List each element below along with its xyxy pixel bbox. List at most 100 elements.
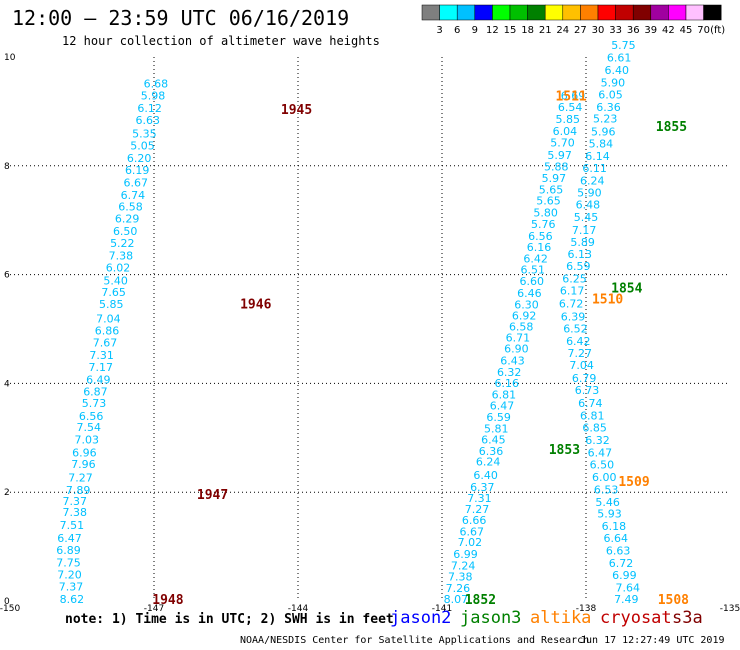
- color-legend: 3 6 9 12 15 18 21 24 27 30 33 36 39 42 45 70 (ft): [421, 4, 725, 36]
- wave-height-point: 6.90: [504, 343, 529, 356]
- wave-height-point: 6.20: [127, 152, 152, 165]
- wave-height-point: 5.90: [577, 186, 602, 199]
- legend-swatch: [650, 4, 669, 21]
- wave-height-point: 6.00: [592, 471, 617, 484]
- wave-height-point: 7.27: [568, 347, 593, 360]
- pass-time-label: 1509: [618, 475, 649, 490]
- wave-height-point: 6.36: [479, 445, 504, 458]
- wave-height-point: 6.81: [492, 388, 517, 401]
- wave-height-point: 5.76: [531, 218, 556, 231]
- y-tick-label: 6: [4, 271, 10, 281]
- wave-height-point: 6.58: [118, 201, 143, 214]
- wave-height-point: 6.02: [106, 262, 131, 275]
- wave-height-point: 5.73: [82, 397, 107, 410]
- legend-swatch: [509, 4, 528, 21]
- wave-height-point: 6.63: [136, 114, 161, 127]
- chart-title: 12:00 – 23:59 UTC 06/16/2019: [12, 6, 350, 30]
- wave-height-point: 6.59: [566, 260, 591, 273]
- wave-height-point: 6.51: [520, 264, 545, 277]
- wave-height-point: 6.19: [125, 164, 150, 177]
- wave-height-point: 6.64: [604, 532, 629, 545]
- legend-swatch: [685, 4, 704, 21]
- wave-height-point: 6.72: [559, 297, 584, 310]
- pass-time-label: 1948: [152, 593, 183, 608]
- wave-height-point: 5.80: [533, 207, 558, 220]
- wave-height-point: 7.38: [109, 250, 134, 263]
- legend-label: 24: [556, 25, 569, 36]
- wave-height-point: 7.20: [57, 568, 82, 581]
- legend-swatch: [615, 4, 634, 21]
- wave-height-point: 5.97: [547, 149, 572, 162]
- legend-label: 39: [644, 25, 657, 36]
- wave-height-point: 6.29: [115, 213, 140, 226]
- wave-height-point: 6.69: [561, 90, 586, 103]
- satellite-label: cryosat: [600, 608, 672, 628]
- wave-height-point: 7.24: [451, 560, 476, 573]
- generated-timestamp: Jun 17 12:27:49 UTC 2019: [580, 635, 725, 646]
- wave-height-point: 7.04: [96, 313, 121, 326]
- wave-height-point: 6.48: [576, 198, 601, 211]
- wave-height-point: 7.37: [63, 495, 88, 508]
- wave-height-point: 6.42: [566, 335, 591, 348]
- wave-height-point: 6.50: [113, 225, 138, 238]
- wave-height-point: 6.85: [582, 421, 607, 434]
- legend-label: 70: [697, 25, 710, 36]
- satellite-label: altika: [530, 608, 592, 628]
- wave-height-point: 6.40: [473, 469, 498, 482]
- x-axis-ticks: -150 -147 -144 -141 -138 -135: [0, 604, 740, 614]
- pass-time-label: 1946: [240, 297, 271, 312]
- wave-height-point: 5.84: [589, 137, 614, 150]
- wave-height-point: 6.72: [609, 557, 634, 570]
- x-tick-label: -138: [576, 604, 597, 614]
- legend-swatch: [632, 4, 652, 21]
- wave-height-point: 7.37: [59, 580, 84, 593]
- time-labels: 1945 1946 1947 1948 1511 1510 1509 1508 1855 1854…: [152, 90, 689, 608]
- wave-height-point: 6.16: [495, 377, 520, 390]
- wave-height-point: 6.92: [512, 309, 537, 322]
- satellite-label: s3a: [672, 608, 703, 628]
- wave-height-point: 6.46: [517, 287, 542, 300]
- legend-label: 42: [662, 25, 675, 36]
- wave-height-point: 8.62: [60, 593, 85, 606]
- legend-label: 18: [521, 25, 534, 36]
- legend-swatch: [456, 4, 476, 21]
- wave-height-point: 6.58: [509, 320, 534, 333]
- wave-height-point: 6.24: [476, 456, 501, 469]
- wave-height-point: 5.96: [591, 126, 616, 139]
- wave-height-point: 5.81: [484, 423, 509, 436]
- legend-unit: (ft): [710, 25, 725, 36]
- wave-height-point: 7.65: [101, 286, 126, 299]
- wave-height-point: 6.56: [528, 230, 553, 243]
- wave-height-point: 5.89: [570, 236, 595, 249]
- wave-height-point: 6.81: [580, 409, 605, 422]
- wave-height-point: 6.11: [582, 162, 607, 175]
- legend-label: 3: [436, 25, 442, 36]
- wave-height-point: 6.37: [470, 481, 495, 494]
- legend-label: 45: [680, 25, 693, 36]
- pass-time-label: 1511: [555, 90, 586, 105]
- pass-time-label: 1853: [549, 443, 580, 458]
- x-tick-label: -150: [0, 604, 20, 614]
- wave-height-point: 6.32: [585, 434, 610, 447]
- wave-height-point: 6.59: [486, 411, 511, 424]
- wave-height-point: 7.54: [76, 421, 101, 434]
- wave-height-point: 7.02: [458, 536, 483, 549]
- wave-height-point: 6.79: [572, 372, 597, 385]
- footer-note: note: 1) Time is in UTC; 2) SWH is in fe…: [65, 612, 394, 627]
- wave-height-point: 5.70: [550, 136, 575, 149]
- wave-height-point: 6.47: [57, 532, 82, 545]
- x-tick-label: -135: [720, 604, 740, 614]
- wave-height-point: 5.23: [593, 112, 618, 125]
- legend-swatch: [562, 4, 581, 21]
- y-tick-label: 8: [4, 162, 10, 172]
- wave-height-point: 6.67: [460, 525, 485, 538]
- wave-height-point: 6.54: [558, 101, 583, 114]
- wave-height-point: 7.96: [71, 458, 96, 471]
- wave-height-point: 6.73: [575, 384, 600, 397]
- data-points: 8.627.377.207.756.896.477.517.387.377.89…: [56, 39, 640, 606]
- legend-swatch: [703, 4, 722, 21]
- wave-height-point: 5.75: [611, 39, 636, 52]
- legend-swatch: [421, 4, 440, 21]
- wave-height-point: 6.71: [506, 332, 531, 345]
